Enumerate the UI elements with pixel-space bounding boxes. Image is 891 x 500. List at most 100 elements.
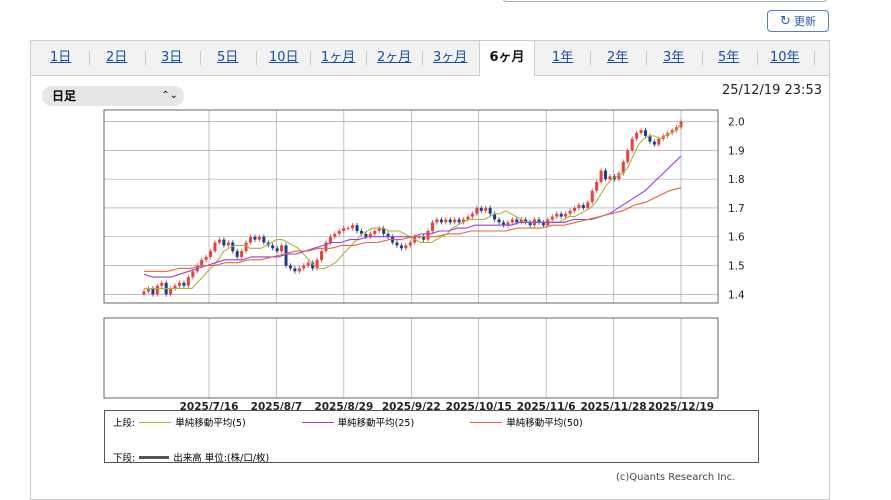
candle-down xyxy=(253,236,257,240)
tab-3d[interactable]: 3日 xyxy=(161,50,183,65)
candle-up xyxy=(297,268,301,272)
candle-down xyxy=(262,236,266,243)
refresh-button[interactable]: ↻ 更新 xyxy=(767,10,829,32)
candle-down xyxy=(293,268,297,272)
chart-panel: 1日 2日 3日 5日 10日 1ヶ月 2ヶ月 3ヶ月 6ヶ月 1年 2年 3年… xyxy=(30,40,830,500)
tab-3m[interactable]: 3ヶ月 xyxy=(433,50,468,65)
candle-down xyxy=(497,219,501,223)
candle-up xyxy=(510,219,514,223)
candle-up xyxy=(630,138,634,151)
candle-down xyxy=(559,213,563,217)
candle-down xyxy=(648,135,652,142)
candle-up xyxy=(337,230,341,234)
chart-grid xyxy=(104,110,718,398)
candle-down xyxy=(581,205,585,208)
candle-up xyxy=(608,176,612,180)
candle-down xyxy=(422,236,426,240)
tab-divider xyxy=(200,51,201,65)
y-tick-label: 2.0 xyxy=(728,117,745,129)
legend-ma5-label: 単純移動平均(5) xyxy=(175,418,246,429)
candle-down xyxy=(386,233,390,237)
candle-up xyxy=(621,161,625,174)
candle-down xyxy=(493,213,497,220)
candle-up xyxy=(506,222,510,226)
candle-up xyxy=(240,251,244,257)
candle-up xyxy=(160,282,164,286)
candle-down xyxy=(604,170,608,180)
candle-down xyxy=(395,242,399,246)
legend-ma25-swatch xyxy=(301,421,334,423)
candle-down xyxy=(271,245,275,249)
candle-down xyxy=(541,222,545,226)
candle-up xyxy=(315,259,319,269)
tab-3y[interactable]: 3年 xyxy=(663,50,685,65)
tab-2y[interactable]: 2年 xyxy=(607,50,629,65)
candle-down xyxy=(151,288,155,295)
candle-up xyxy=(617,173,621,180)
candle-up xyxy=(470,213,474,217)
legend-lower-row: 下段: 出来高 単位:(株/口/枚) xyxy=(113,450,269,464)
candle-down xyxy=(448,219,452,223)
candle-up xyxy=(590,190,594,203)
tab-divider xyxy=(646,51,647,65)
candle-down xyxy=(355,225,359,231)
candle-up xyxy=(244,242,248,252)
candle-up xyxy=(173,285,177,289)
candle-down xyxy=(501,222,505,226)
candle-up xyxy=(657,138,661,145)
tab-6m[interactable]: 6ヶ月 xyxy=(479,41,535,76)
ma5-line xyxy=(144,124,682,290)
legend-ma50: 単純移動平均(50) xyxy=(466,415,583,429)
candle-down xyxy=(457,219,461,223)
candle-down xyxy=(643,130,647,136)
legend-ma25: 単純移動平均(25) xyxy=(298,415,415,429)
candle-up xyxy=(466,216,470,220)
candle-up xyxy=(328,236,332,243)
tab-2m[interactable]: 2ヶ月 xyxy=(377,50,412,65)
candle-up xyxy=(577,205,581,208)
candle-up xyxy=(342,228,346,231)
candle-down xyxy=(382,228,386,234)
legend-ma5-swatch xyxy=(139,421,172,423)
tab-1m[interactable]: 1ヶ月 xyxy=(321,50,356,65)
candle-up xyxy=(408,242,412,246)
candle-down xyxy=(182,282,186,286)
candle-down xyxy=(222,239,226,246)
candle-up xyxy=(599,170,603,183)
lower-plot-frame xyxy=(103,317,719,399)
tab-divider xyxy=(366,51,367,65)
tab-5y[interactable]: 5年 xyxy=(718,50,740,65)
tab-divider xyxy=(757,51,758,65)
candle-up xyxy=(217,239,221,243)
tab-2d[interactable]: 2日 xyxy=(106,50,128,65)
tab-divider xyxy=(814,51,815,65)
candle-up xyxy=(572,207,576,211)
candle-down xyxy=(528,222,532,226)
legend-box: 上段: 単純移動平均(5) 単純移動平均(25) 単純移動平均(50) 下段: … xyxy=(104,410,759,464)
tab-10d[interactable]: 10日 xyxy=(269,50,299,65)
legend-ma25-label: 単純移動平均(25) xyxy=(337,418,415,429)
candle-up xyxy=(200,259,204,266)
y-tick-label: 1.8 xyxy=(728,174,745,186)
candle-up xyxy=(346,228,350,230)
legend-ma50-label: 単純移動平均(50) xyxy=(506,418,583,429)
period-select[interactable]: 日足 ⌃⌄ xyxy=(42,86,184,106)
tab-1y[interactable]: 1年 xyxy=(552,50,574,65)
candlesticks xyxy=(142,119,683,297)
legend-upper-label: 上段: xyxy=(113,418,136,429)
timestamp: 25/12/19 23:53 xyxy=(722,83,822,98)
candle-up xyxy=(595,182,599,191)
candle-down xyxy=(524,219,528,223)
y-tick-label: 1.9 xyxy=(728,145,745,157)
candle-down xyxy=(488,207,492,214)
candle-up xyxy=(444,219,448,223)
candle-up xyxy=(186,277,190,286)
y-tick-label: 1.5 xyxy=(728,261,745,273)
tab-5d[interactable]: 5日 xyxy=(217,50,239,65)
candle-up xyxy=(377,228,381,231)
candle-up xyxy=(368,233,372,237)
tab-10y[interactable]: 10年 xyxy=(770,50,800,65)
candle-up xyxy=(249,236,253,243)
tab-1d[interactable]: 1日 xyxy=(50,50,72,65)
candle-up xyxy=(626,150,630,162)
